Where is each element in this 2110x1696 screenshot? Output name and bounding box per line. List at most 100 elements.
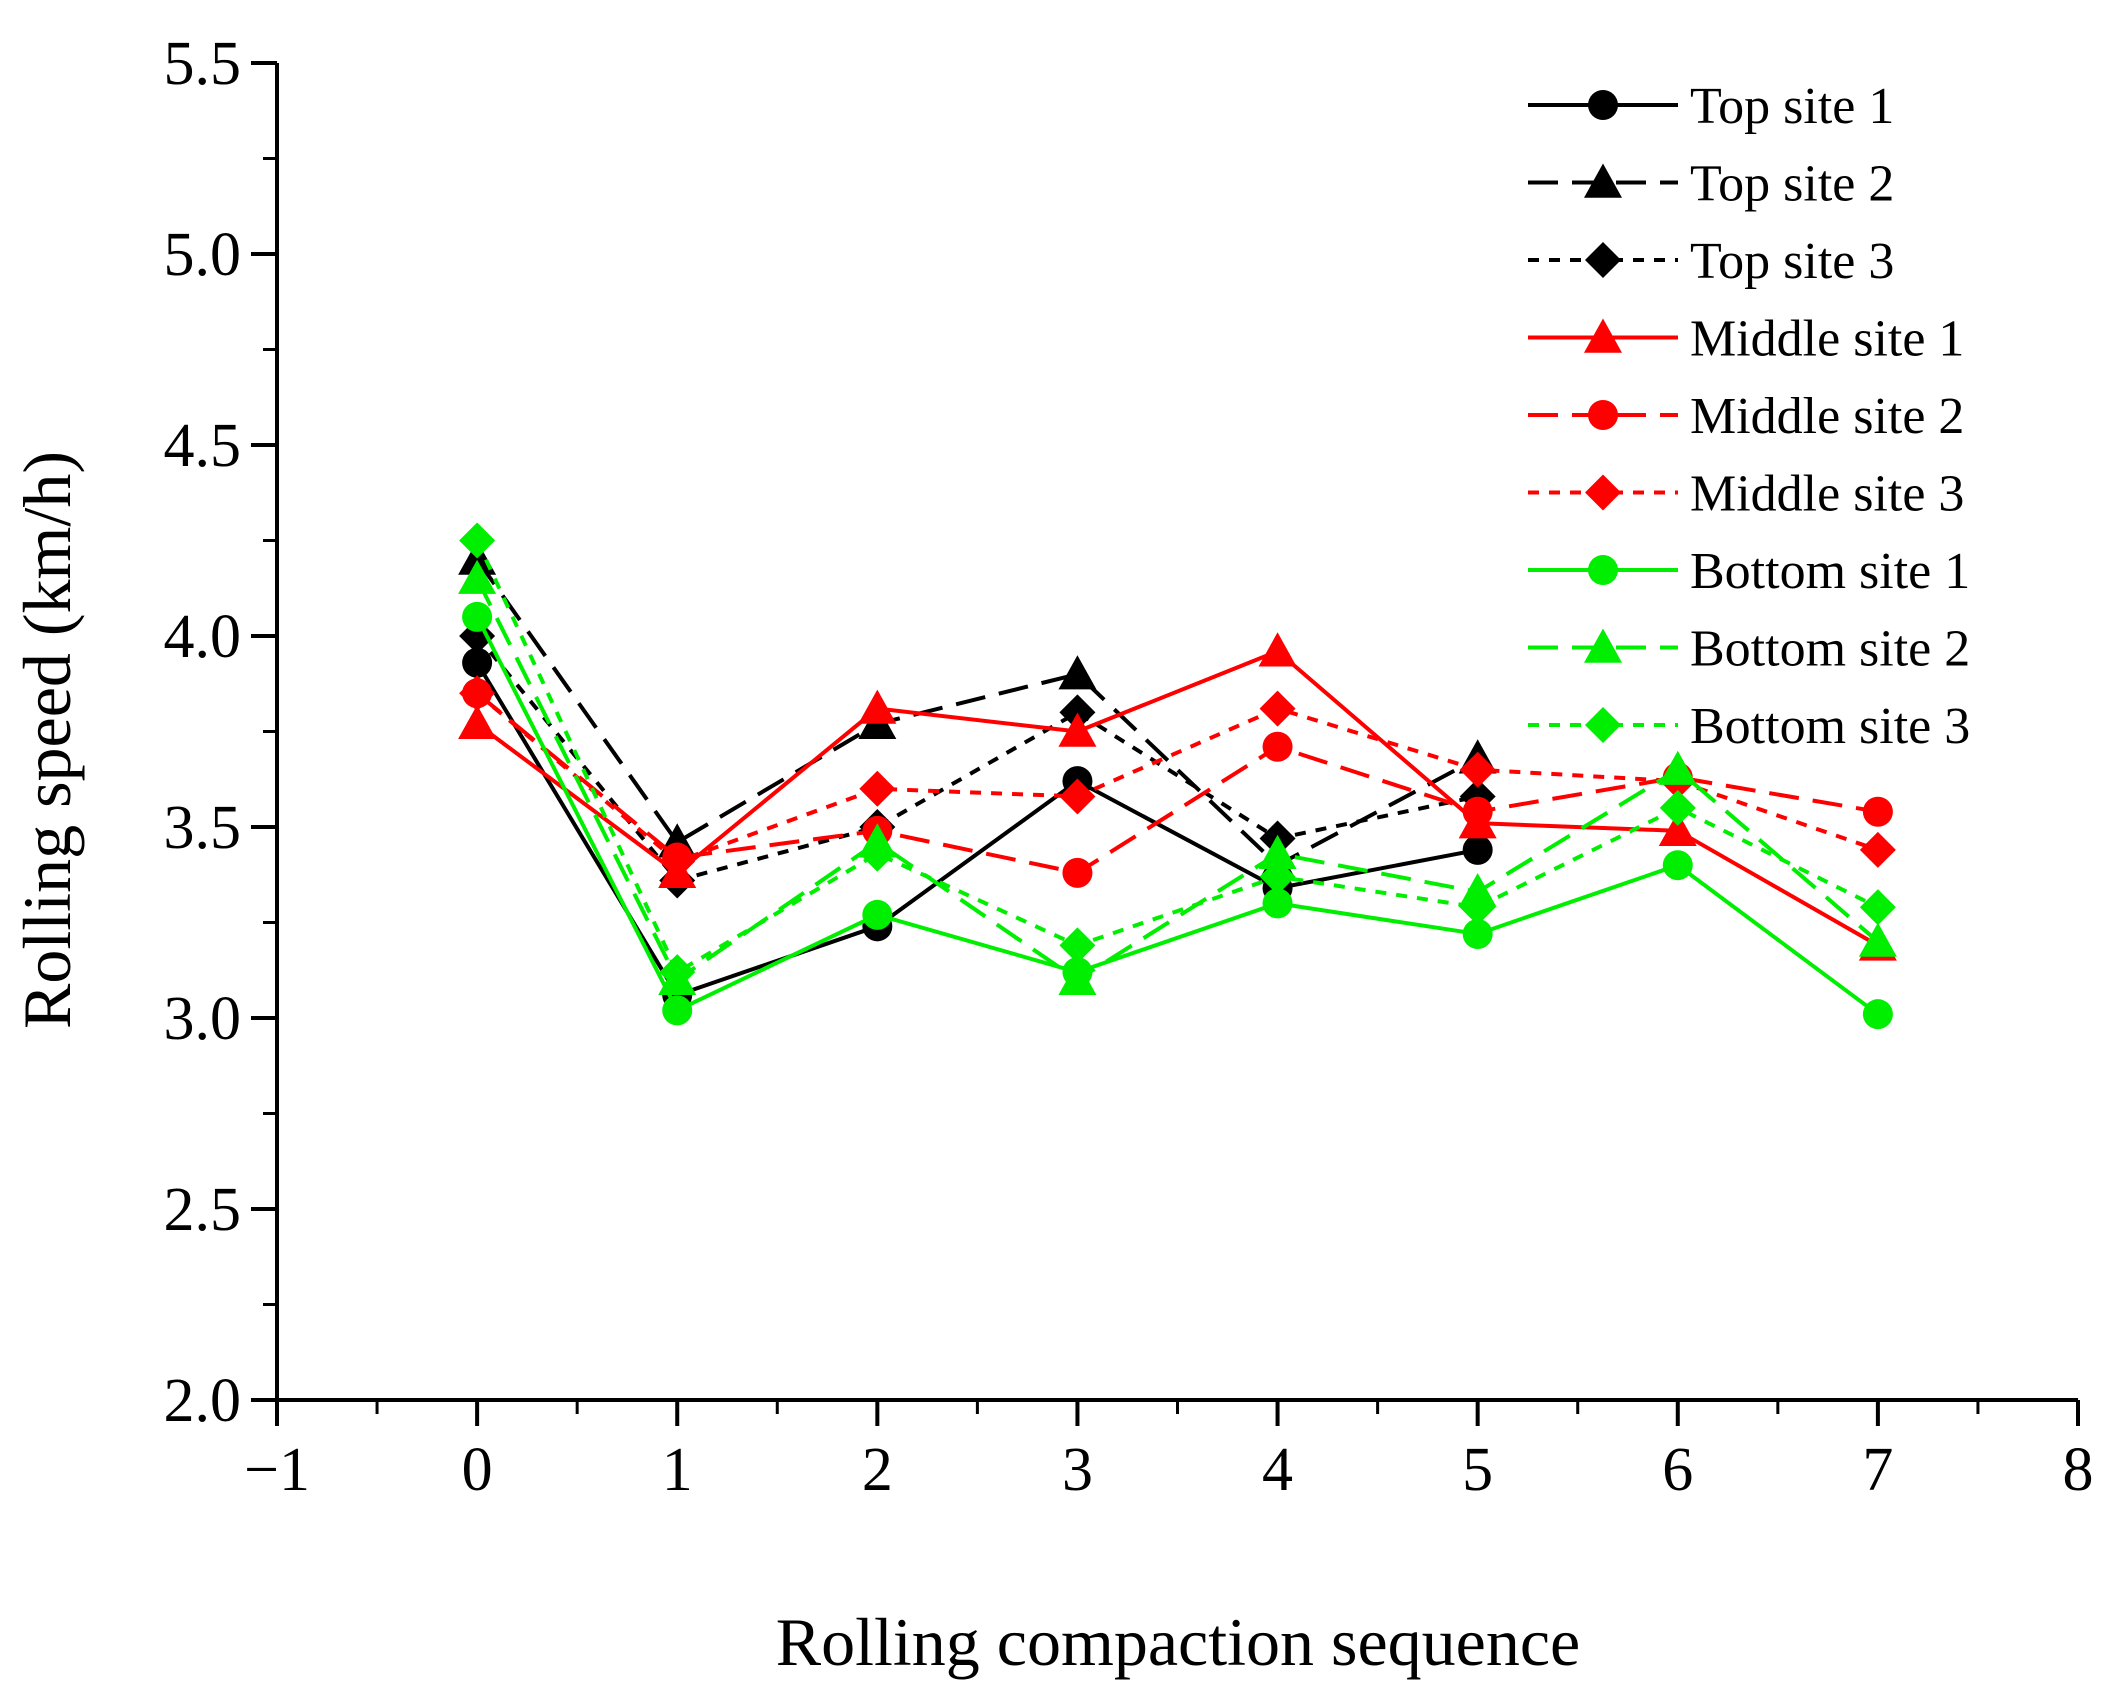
legend-item-top-site-3: Top site 3 — [1528, 233, 1894, 290]
data-point — [1058, 655, 1097, 690]
data-point — [1859, 889, 1896, 926]
x-tick-label: 2 — [862, 1436, 893, 1504]
y-tick-label: 2.5 — [164, 1176, 242, 1244]
legend-label: Middle site 3 — [1690, 466, 1964, 523]
data-point — [459, 522, 496, 559]
y-tick-label: 3.5 — [164, 794, 242, 862]
series-line-middle-site-3 — [475, 691, 1879, 864]
legend-item-middle-site-1: Middle site 1 — [1528, 311, 1964, 368]
x-tick-label: −1 — [244, 1436, 310, 1504]
y-tick-label: 3.0 — [164, 985, 242, 1053]
data-point — [1462, 796, 1493, 827]
data-point — [1459, 751, 1496, 788]
data-point — [662, 995, 693, 1026]
series-line-top-site-2 — [475, 558, 1479, 868]
x-axis-title: Rolling compaction sequence — [776, 1604, 1580, 1680]
x-tick-label: 5 — [1462, 1436, 1493, 1504]
x-tick-label: 1 — [662, 1436, 693, 1504]
x-tick-label: 0 — [462, 1436, 493, 1504]
data-point — [1862, 796, 1893, 827]
legend-item-middle-site-3: Middle site 3 — [1528, 466, 1964, 523]
x-tick-label: 8 — [2063, 1436, 2094, 1504]
data-point — [1259, 690, 1296, 727]
series-line-top-site-3 — [475, 634, 1479, 883]
series-line-bottom-site-2 — [475, 577, 1880, 982]
data-point — [1259, 858, 1296, 895]
data-point — [1059, 778, 1096, 815]
y-tick-label: 5.0 — [164, 221, 242, 289]
series-bottom-site-1 — [462, 601, 1893, 1030]
legend-label: Bottom site 3 — [1690, 698, 1970, 755]
x-axis: −1 0 1 2 3 4 5 6 7 8 — [244, 1400, 2094, 1504]
legend-item-top-site-1: Top site 1 — [1528, 78, 1894, 135]
series-line-bottom-site-3 — [475, 539, 1879, 975]
data-point — [1859, 831, 1896, 868]
legend-item-bottom-site-3: Bottom site 3 — [1528, 698, 1970, 755]
data-point — [1062, 857, 1093, 888]
data-point — [458, 559, 497, 594]
data-point — [459, 675, 496, 712]
legend-label: Middle site 1 — [1690, 311, 1964, 368]
legend-label: Bottom site 2 — [1690, 621, 1970, 678]
series-middle-site-3 — [459, 675, 1896, 880]
y-axis: 2.0 2.5 3.0 3.5 4.0 4.5 5.0 5.5 — [164, 30, 277, 1435]
legend-label: Top site 2 — [1690, 156, 1894, 213]
series-bottom-site-3 — [459, 522, 1896, 991]
data-point — [1462, 918, 1493, 949]
data-point — [1058, 960, 1097, 995]
data-point — [659, 843, 696, 880]
legend-marker — [1585, 707, 1621, 743]
legend-item-bottom-site-1: Bottom site 1 — [1528, 543, 1970, 600]
data-point — [862, 899, 893, 930]
legend-item-middle-site-2: Middle site 2 — [1528, 388, 1964, 445]
data-point — [462, 647, 493, 678]
data-point — [1862, 999, 1893, 1030]
data-point — [859, 835, 896, 872]
legend-marker — [1584, 628, 1622, 663]
legend-item-bottom-site-2: Bottom site 2 — [1528, 621, 1970, 678]
data-point — [659, 954, 696, 991]
data-point — [458, 704, 497, 740]
series-line-bottom-site-1 — [475, 615, 1880, 1016]
data-point — [462, 601, 493, 632]
data-point — [858, 689, 897, 724]
legend-label: Bottom site 1 — [1690, 543, 1970, 600]
y-tick-label: 5.5 — [164, 30, 242, 98]
data-point — [1059, 694, 1096, 731]
data-point — [859, 770, 896, 807]
data-point — [1262, 731, 1293, 762]
legend-marker — [1588, 400, 1618, 430]
legend-label: Middle site 2 — [1690, 388, 1964, 445]
data-point — [1258, 632, 1297, 667]
series-line-middle-site-2 — [475, 691, 1879, 875]
data-point — [1262, 888, 1293, 919]
legend: Top site 1 Top site 2 Top site 3 Middle sit… — [1528, 78, 1970, 755]
y-tick-label: 2.0 — [164, 1367, 242, 1435]
x-tick-label: 4 — [1262, 1436, 1293, 1504]
legend-label: Top site 1 — [1690, 78, 1894, 135]
legend-marker — [1584, 163, 1622, 198]
y-tick-label: 4.0 — [164, 603, 242, 671]
data-point — [1858, 922, 1897, 957]
legend-marker — [1588, 90, 1618, 120]
x-tick-label: 7 — [1862, 1436, 1893, 1504]
data-point — [1459, 889, 1496, 926]
y-axis-title: Rolling speed (km/h) — [9, 451, 85, 1029]
series-layer — [458, 522, 1897, 1030]
data-point — [1659, 789, 1696, 826]
data-point — [1662, 850, 1693, 881]
legend-label: Top site 3 — [1690, 233, 1894, 290]
data-point — [1058, 712, 1097, 747]
x-tick-label: 6 — [1662, 1436, 1693, 1504]
y-tick-label: 4.5 — [164, 412, 242, 480]
series-top-site-2 — [458, 540, 1497, 881]
data-point — [1462, 834, 1493, 865]
legend-marker — [1585, 242, 1621, 278]
data-point — [1658, 811, 1697, 847]
series-line-top-site-1 — [475, 661, 1479, 998]
data-point — [1258, 834, 1297, 869]
data-point — [1658, 750, 1697, 785]
legend-item-top-site-2: Top site 2 — [1528, 156, 1894, 213]
legend-marker — [1588, 555, 1618, 585]
